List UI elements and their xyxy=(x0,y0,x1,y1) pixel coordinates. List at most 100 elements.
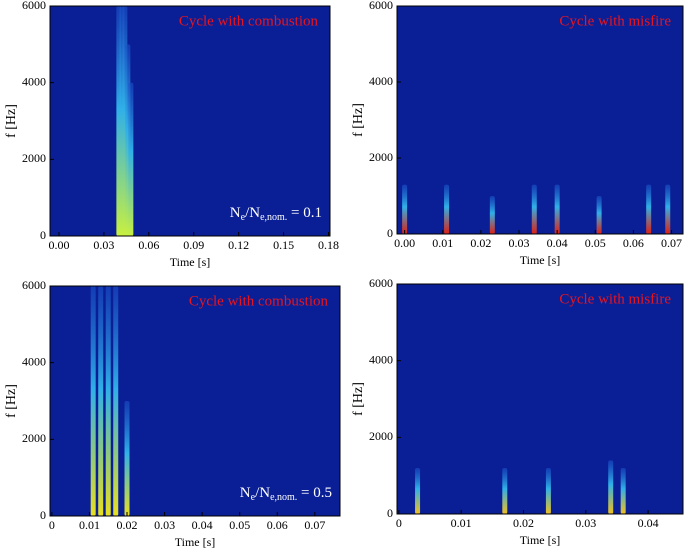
y-tick-label: 6000 xyxy=(22,0,46,12)
y-tick-label: 4000 xyxy=(22,354,46,368)
y-tick-label: 6000 xyxy=(22,278,46,292)
streak xyxy=(113,286,119,516)
panel: 0 0.01 0.02 0.03 0.04 0 2000 4000 6000 Time [s] f … xyxy=(351,276,684,547)
annotation-part: = 0.5 xyxy=(297,485,332,501)
streaks xyxy=(116,6,134,236)
annotation-part: = 0.1 xyxy=(287,205,322,221)
streak xyxy=(554,184,560,234)
x-tick-label: 0.04 xyxy=(638,516,659,530)
streak xyxy=(620,468,626,514)
axis-frame xyxy=(49,5,331,237)
x-axis-label: Time [s] xyxy=(520,533,561,547)
y-axis-label: f [Hz] xyxy=(351,103,366,137)
x-tick-label: 0.01 xyxy=(451,516,472,530)
x-tick-label: 0.03 xyxy=(154,518,175,532)
streak xyxy=(545,468,551,514)
panel: 0.00 0.03 0.06 0.09 0.12 0.15 0.18 0 2000 4000 600… xyxy=(4,0,339,269)
x-tick-label: 0 xyxy=(396,516,402,530)
y-tick-label: 2000 xyxy=(22,151,46,165)
panel: 0.00 0.01 0.02 0.03 0.04 0.05 0.06 0.07 0 2000 400… xyxy=(351,0,684,267)
streak xyxy=(124,401,130,516)
streak xyxy=(608,460,614,514)
x-tick-label: 0.00 xyxy=(394,236,415,250)
x-tick-label: 0.18 xyxy=(318,238,339,252)
x-tick-label: 0.09 xyxy=(183,238,204,252)
streak xyxy=(665,184,671,234)
axis-frame xyxy=(396,5,684,235)
y-tick-label: 6000 xyxy=(369,0,393,12)
streak xyxy=(531,184,537,234)
y-tick-label: 0 xyxy=(387,226,393,240)
panel-title: Cycle with misfire xyxy=(559,13,671,29)
y-tick-label: 0 xyxy=(40,228,46,242)
annotation-part: e,nom. xyxy=(260,212,287,223)
x-tick-label: 0.02 xyxy=(513,516,534,530)
streaks xyxy=(415,460,626,514)
streak xyxy=(105,286,111,516)
annotation-part: e,nom. xyxy=(270,492,297,503)
y-tick-label: 6000 xyxy=(369,276,393,290)
y-tick-label: 4000 xyxy=(369,352,393,366)
x-tick-label: 0.07 xyxy=(304,518,325,532)
x-tick-label: 0.06 xyxy=(623,236,644,250)
x-tick-label: 0.01 xyxy=(79,518,100,532)
annotation-part: e xyxy=(251,492,256,503)
y-tick-label: 2000 xyxy=(22,431,46,445)
panel-title: Cycle with misfire xyxy=(559,291,671,307)
annotation-part: N xyxy=(230,205,241,221)
x-axis-label: Time [s] xyxy=(170,255,211,269)
x-tick-label: 0.03 xyxy=(575,516,596,530)
streak xyxy=(596,196,602,234)
y-tick-label: 4000 xyxy=(22,74,46,88)
streak xyxy=(90,286,96,516)
plot-background xyxy=(397,284,683,514)
x-tick-label: 0.07 xyxy=(661,236,682,250)
y-axis-label: f [Hz] xyxy=(4,384,19,418)
panel-title: Cycle with combustion xyxy=(179,13,319,29)
y-tick-label: 2000 xyxy=(369,429,393,443)
x-tick-label: 0.15 xyxy=(273,238,294,252)
x-tick-label: 0.02 xyxy=(470,236,491,250)
annotation-part: /N xyxy=(255,485,270,501)
streak xyxy=(128,82,134,236)
x-tick-label: 0.04 xyxy=(192,518,213,532)
x-tick-label: 0.03 xyxy=(509,236,530,250)
plot-background xyxy=(50,6,330,236)
y-axis-label: f [Hz] xyxy=(351,382,366,416)
x-tick-label: 0.06 xyxy=(138,238,159,252)
streak xyxy=(502,468,508,514)
annotation-part: N xyxy=(240,485,251,501)
annotation: Ne/Ne,nom. = 0.5 xyxy=(240,485,332,503)
x-tick-label: 0.03 xyxy=(93,238,114,252)
x-tick-label: 0.12 xyxy=(228,238,249,252)
x-tick-label: 0.00 xyxy=(48,238,69,252)
y-tick-label: 4000 xyxy=(369,74,393,88)
y-tick-label: 0 xyxy=(40,508,46,522)
axis-frame xyxy=(49,285,341,517)
x-tick-label: 0.02 xyxy=(117,518,138,532)
streak xyxy=(444,184,450,234)
x-tick-label: 0.04 xyxy=(547,236,568,250)
x-tick-label: 0.05 xyxy=(585,236,606,250)
x-tick-label: 0.06 xyxy=(267,518,288,532)
x-tick-label: 0 xyxy=(49,518,55,532)
x-tick-label: 0.01 xyxy=(432,236,453,250)
annotation: Ne/Ne,nom. = 0.1 xyxy=(230,205,322,223)
x-tick-label: 0.05 xyxy=(229,518,250,532)
streak xyxy=(646,184,652,234)
annotation-part: e xyxy=(241,212,246,223)
panel-title: Cycle with combustion xyxy=(189,293,329,309)
y-tick-label: 2000 xyxy=(369,150,393,164)
streak xyxy=(402,184,408,234)
streak xyxy=(489,196,495,234)
annotation-part: /N xyxy=(245,205,260,221)
y-axis-label: f [Hz] xyxy=(4,104,19,138)
streaks xyxy=(90,286,130,516)
panel: 0 0.01 0.02 0.03 0.04 0.05 0.06 0.07 0 2000 4000 60… xyxy=(4,278,341,549)
streak xyxy=(415,468,421,514)
x-axis-label: Time [s] xyxy=(520,253,561,267)
x-axis-label: Time [s] xyxy=(175,535,216,549)
plot-background xyxy=(397,6,683,234)
streak xyxy=(98,286,104,516)
